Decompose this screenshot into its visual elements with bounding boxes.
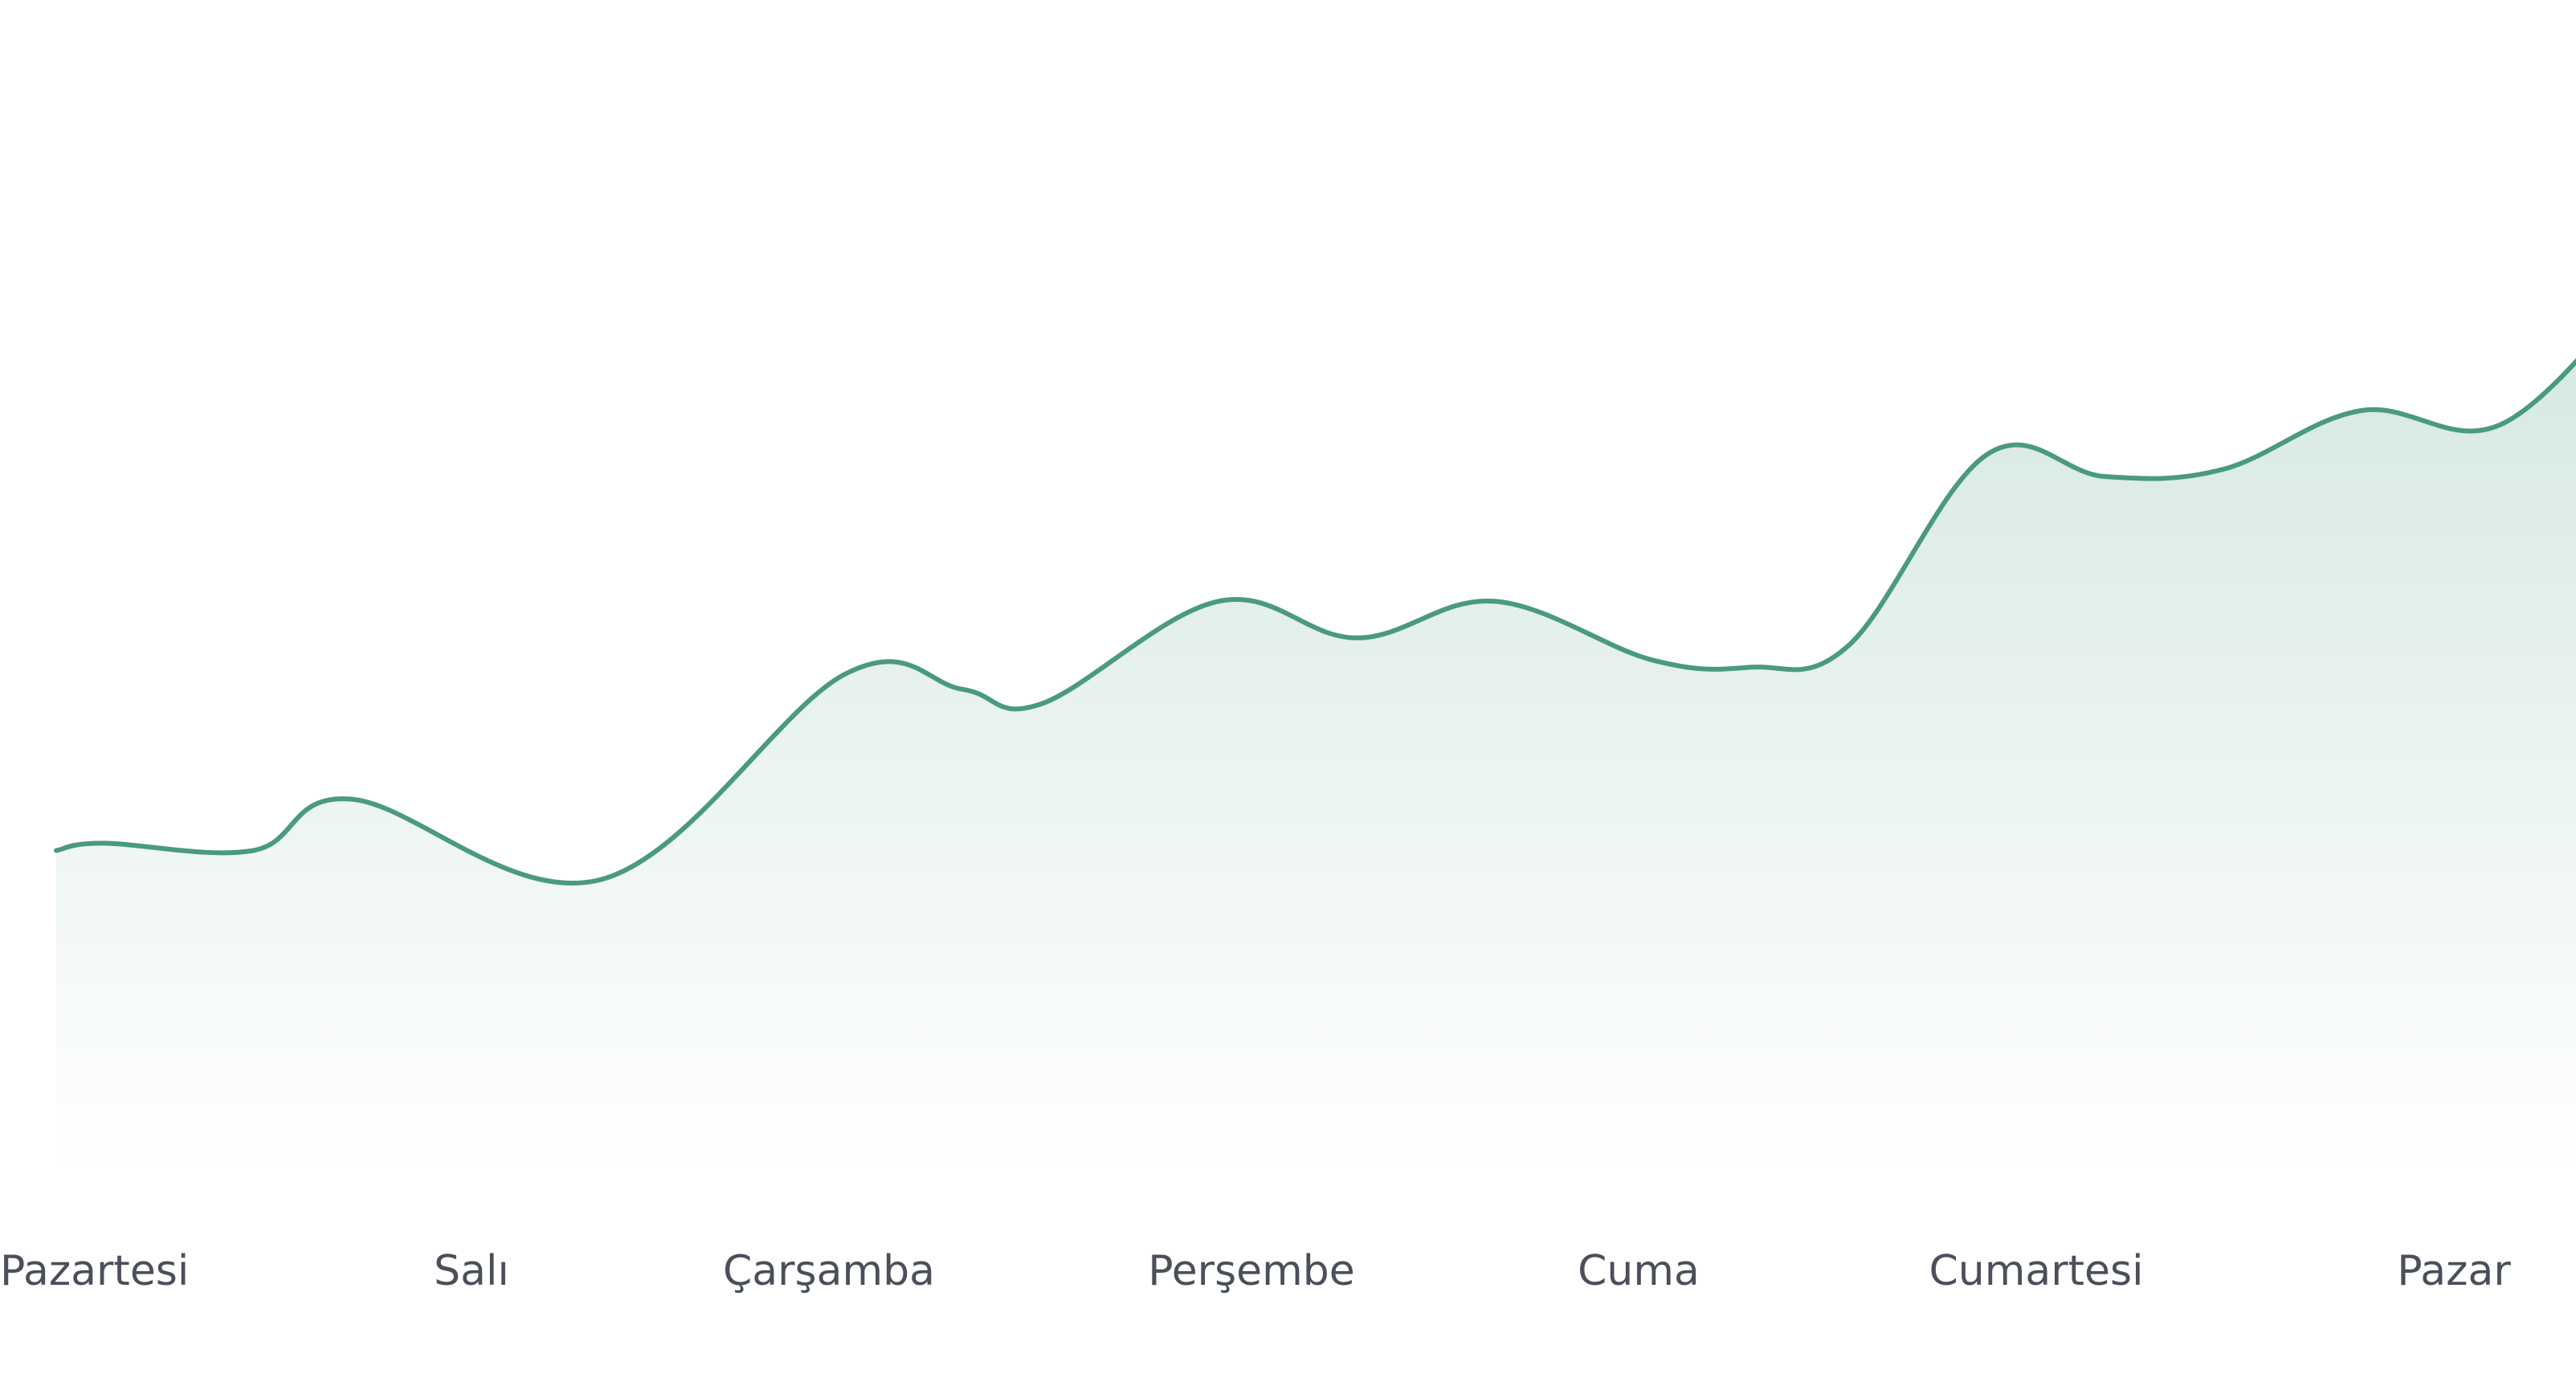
x-tick-label: Pazar: [2397, 1247, 2511, 1295]
x-tick-label: Perşembe: [1148, 1247, 1355, 1295]
x-tick-label: Cumartesi: [1929, 1247, 2144, 1295]
x-tick-label: Pazartesi: [0, 1247, 190, 1295]
series-line: [54, 358, 2576, 886]
x-tick-label: Cuma: [1578, 1247, 1700, 1295]
x-tick-label: Salı: [434, 1247, 509, 1295]
x-tick-label: Çarşamba: [722, 1247, 936, 1295]
area-fill: [56, 362, 2576, 1173]
